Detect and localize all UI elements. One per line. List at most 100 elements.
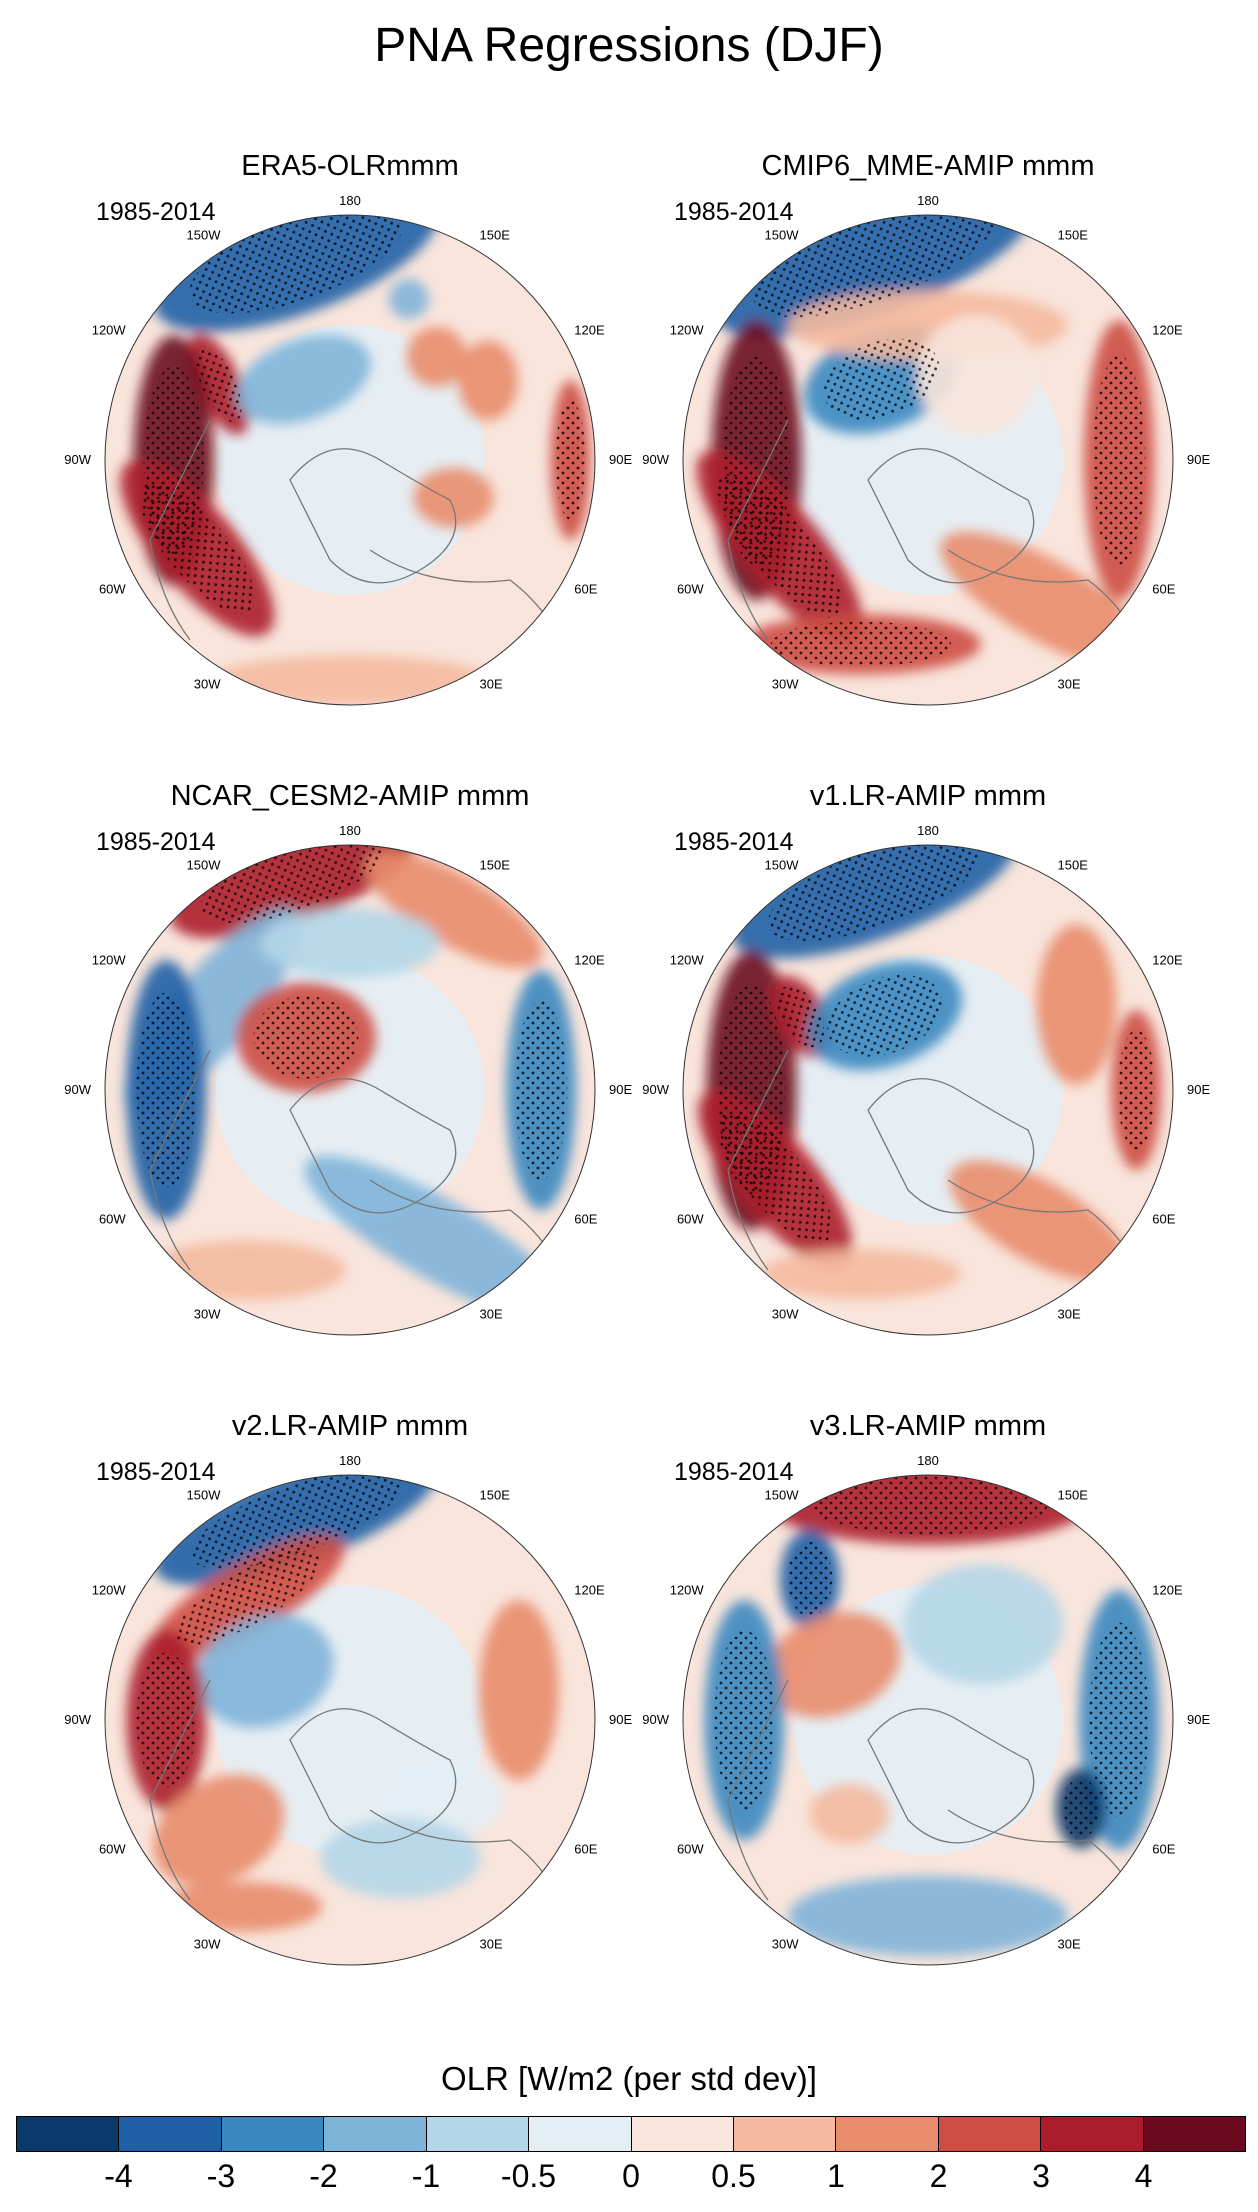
longitude-label: 150E [1058,858,1089,873]
significance-stippling [189,215,403,314]
anomaly-region [761,1249,961,1300]
longitude-label: 150E [480,858,511,873]
significance-stippling [136,992,197,1188]
anomaly-region [478,1600,559,1781]
polar-map: 180150E120E90E60E30E030W60W90W120W150W [642,193,1210,706]
longitude-label: 30W [194,1936,221,1951]
panel-years: 1985-2014 [674,198,794,226]
panel-title: ERA5-OLRmmm [241,150,459,182]
longitude-label: 30E [480,1936,503,1951]
longitude-label: 120E [1152,953,1183,968]
map-border [682,1474,1174,1966]
colorbar-tick-label: -4 [104,2158,133,2194]
longitude-label: 90W [64,452,91,467]
longitude-label: 90E [609,1712,632,1727]
longitude-label: 150W [187,228,222,243]
longitude-label: 30E [1058,676,1081,691]
map-panel-v2: 180150E120E90E60E30E030W60W90W120W150W v… [50,1410,650,1970]
colorbar-segment [323,2117,426,2151]
anomaly-region [917,315,1037,436]
longitude-label: 120E [1152,1583,1183,1598]
coastline [867,1708,1035,1844]
coastline [149,1049,211,1271]
longitude-label: 90E [1187,1082,1210,1097]
anomaly-region [764,1612,901,1718]
colorbar-tick-label: -2 [309,2158,338,2194]
longitude-label: 180 [917,1453,939,1468]
significance-stippling [139,482,255,615]
significance-stippling [514,1000,568,1180]
colorbar-segment [630,2117,733,2151]
map-border [682,844,1174,1336]
anomaly-region [388,278,429,319]
colorbar-segment [835,2117,938,2151]
significance-stippling [753,215,995,318]
panel-years: 1985-2014 [96,1458,216,1486]
longitude-label: 30E [1058,1936,1081,1951]
longitude-label: 60W [99,582,126,597]
longitude-label: 150E [480,1488,511,1503]
longitude-label: 60E [574,1842,597,1857]
longitude-label: 30W [772,676,799,691]
longitude-label: 120E [574,1583,605,1598]
coastline [289,1708,457,1844]
coastline [727,419,789,641]
colorbar-segment [17,2117,119,2151]
panel-title: CMIP6_MME-AMIP mmm [761,150,1095,182]
map-field [683,845,1173,1335]
longitude-label: 150W [765,1488,800,1503]
longitude-label: 120W [92,953,127,968]
longitude-label: 60E [1152,1842,1175,1857]
map-field [105,1475,595,1965]
anomaly-region [260,908,440,978]
figure-title: PNA Regressions (DJF) [374,19,884,72]
significance-stippling [787,1541,833,1617]
anomaly-region [457,340,518,421]
anomaly-region [406,326,467,387]
longitude-label: 120W [670,953,705,968]
polar-map: 180150E120E90E60E30E030W60W90W120W150W [642,1453,1210,1966]
coastline [867,1078,1035,1214]
longitude-label: 90W [642,452,669,467]
map-field [683,215,1173,705]
map-border [682,214,1174,706]
longitude-label: 180 [917,193,939,208]
colorbar-segment [1142,2117,1246,2151]
longitude-label: 120E [574,323,605,338]
map-panel-v1: 180150E120E90E60E30E030W60W90W120W150W v… [628,780,1228,1340]
longitude-label: 30W [772,1306,799,1321]
polar-map: 180150E120E90E60E30E030W60W90W120W150W [64,1453,632,1966]
longitude-label: 30E [1058,1306,1081,1321]
longitude-label: 90W [642,1712,669,1727]
colorbar-segment [528,2117,631,2151]
colorbar-segment [937,2117,1041,2151]
longitude-label: 150W [187,1488,222,1503]
anomaly-region [236,334,371,424]
anomaly-region [903,1564,1064,1685]
longitude-label: 60E [1152,582,1175,597]
colorbar-tick-label: 0 [622,2158,640,2194]
colorbar-tick-label: 3 [1032,2158,1050,2194]
longitude-label: 60E [1152,1212,1175,1227]
anomaly-region [1036,924,1117,1085]
map-field [105,215,595,705]
significance-stippling [777,985,825,1048]
longitude-label: 90E [1187,452,1210,467]
anomaly-region [949,1160,1128,1283]
longitude-label: 120E [1152,323,1183,338]
longitude-label: 60W [677,1842,704,1857]
longitude-label: 30W [194,676,221,691]
anomaly-region [788,1876,1068,1956]
longitude-label: 90E [609,452,632,467]
coastline [727,1049,789,1271]
anomaly-region [162,1881,323,1932]
longitude-label: 180 [339,1453,361,1468]
longitude-label: 150W [765,228,800,243]
longitude-label: 90E [1187,1712,1210,1727]
panel-years: 1985-2014 [674,1458,794,1486]
anomaly-region [153,1774,285,1886]
polar-map: 180150E120E90E60E30E030W60W90W120W150W [64,823,632,1336]
map-panel-cesm2: 180150E120E90E60E30E030W60W90W120W150W N… [50,780,650,1340]
longitude-label: 90W [642,1082,669,1097]
colorbar-tick-label: 1 [827,2158,845,2194]
